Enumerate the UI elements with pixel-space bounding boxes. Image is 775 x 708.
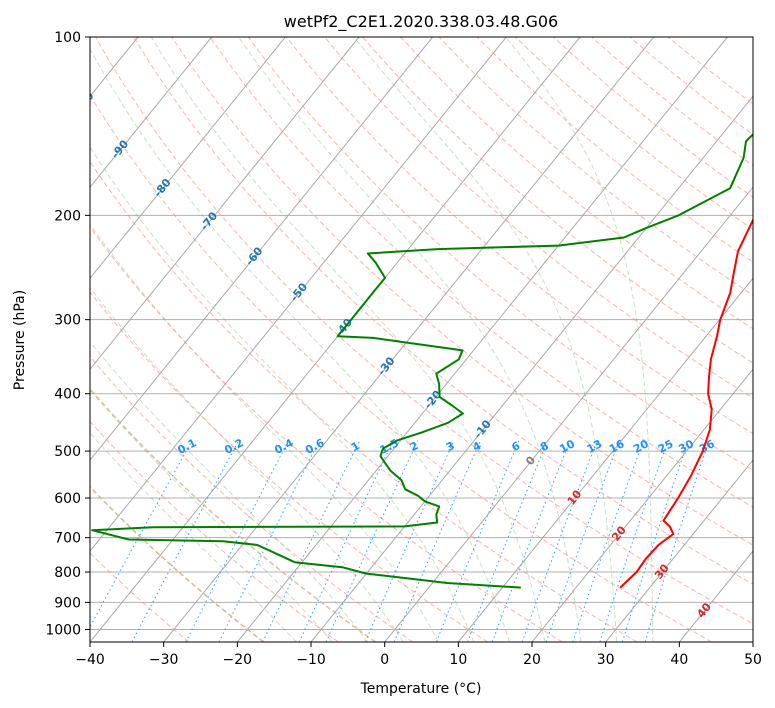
y-tick-label: 200 bbox=[54, 208, 81, 224]
isotherm-line bbox=[90, 37, 360, 370]
y-tick-label: 400 bbox=[54, 387, 81, 403]
x-tick-label: −20 bbox=[223, 652, 253, 668]
dry-adiabat-line bbox=[209, 37, 753, 508]
mixing-ratio-line bbox=[262, 440, 361, 642]
chart-title: wetPf2_C2E1.2020.338.03.48.G06 bbox=[284, 12, 558, 32]
y-tick-label: 700 bbox=[54, 531, 81, 547]
isotherm-line bbox=[531, 368, 753, 642]
isotherm-line bbox=[457, 277, 753, 642]
mixing-ratio-line bbox=[435, 440, 520, 642]
moist-adiabat-line bbox=[90, 432, 297, 642]
y-tick-label: 900 bbox=[54, 595, 81, 611]
mixing-ratio-label: 13 bbox=[585, 437, 605, 456]
isotherm-line bbox=[90, 37, 507, 552]
moist-adiabat-line bbox=[90, 286, 404, 642]
temperature-profile-line bbox=[619, 217, 753, 589]
moist-adiabat-line bbox=[505, 37, 654, 642]
moist-adiabat-line bbox=[90, 341, 369, 642]
mixing-ratio-label: 20 bbox=[631, 437, 651, 456]
isotherm-line bbox=[163, 37, 655, 642]
x-tick-label: 10 bbox=[449, 652, 467, 668]
moist-adiabat-line bbox=[238, 37, 582, 642]
mixing-ratio-line bbox=[90, 440, 193, 628]
mixing-ratio-line bbox=[185, 440, 289, 642]
x-axis: −40 −30 −20 −10 0 10 20 30 40 50 bbox=[75, 642, 762, 668]
x-tick-label: 0 bbox=[380, 652, 389, 668]
isotherm-line bbox=[90, 37, 286, 280]
dry-adiabat-line bbox=[90, 291, 488, 642]
mixing-ratio-label: 10 bbox=[557, 437, 577, 456]
y-tick-label: 800 bbox=[54, 565, 81, 581]
plot-frame bbox=[89, 36, 754, 643]
y-axis: 100 200 300 400 500 600 700 800 900 1000 bbox=[45, 30, 90, 638]
mixing-ratio-line bbox=[218, 440, 320, 642]
moist-adiabat-line bbox=[150, 37, 546, 642]
x-tick-label: 40 bbox=[670, 652, 688, 668]
isotherm-line bbox=[384, 186, 753, 642]
moist-adiabat-line bbox=[90, 47, 510, 642]
moist-adiabat-line bbox=[353, 37, 618, 642]
moist-adiabats bbox=[90, 37, 654, 642]
x-tick-label: −10 bbox=[296, 652, 326, 668]
mixing-ratio-line bbox=[621, 440, 689, 642]
moist-adiabat-line bbox=[90, 389, 333, 642]
isotherm-line bbox=[310, 95, 753, 642]
y-axis-title: Pressure (hPa) bbox=[12, 290, 28, 390]
dry-adiabat-line bbox=[133, 37, 753, 585]
isotherm-line bbox=[90, 37, 213, 189]
mixing-ratio-line bbox=[521, 440, 598, 642]
y-tick-label: 1000 bbox=[45, 622, 81, 638]
dry-adiabat-line bbox=[90, 420, 339, 642]
mixing-ratio-line bbox=[599, 440, 669, 642]
x-tick-label: −30 bbox=[149, 652, 179, 668]
plot-area: -100-90-80-70-60-50-40-30-20-10010203040… bbox=[90, 37, 753, 642]
x-tick-label: 50 bbox=[744, 652, 762, 668]
dry-adiabat-line bbox=[95, 37, 753, 625]
dry-adiabat-line bbox=[324, 37, 753, 399]
mixing-ratio-line bbox=[644, 440, 710, 642]
dry-adiabat-line bbox=[362, 37, 753, 364]
mixing-ratio-lines bbox=[90, 440, 710, 642]
dry-adiabat-line bbox=[90, 160, 638, 642]
dry-adiabat-line bbox=[247, 37, 753, 471]
isotherm-line bbox=[605, 459, 753, 642]
y-tick-label: 600 bbox=[54, 491, 81, 507]
dry-adiabat-line bbox=[90, 94, 712, 642]
profile-series bbox=[91, 132, 753, 589]
mixing-ratio-label: 25 bbox=[656, 437, 676, 456]
isotherm-line bbox=[236, 37, 728, 642]
mixing-ratio-labels: 0.1 0.2 0.4 0.6 1 1.5 2 3 4 6 8 10 13 16 20 25 30 36 bbox=[175, 436, 717, 457]
dry-adiabat-line bbox=[90, 552, 190, 642]
moist-adiabat-line bbox=[90, 223, 439, 642]
x-axis-title: Temperature (°C) bbox=[360, 681, 482, 697]
y-tick-label: 300 bbox=[54, 313, 81, 329]
x-tick-label: 30 bbox=[597, 652, 615, 668]
mixing-ratio-line bbox=[545, 440, 620, 642]
dewpoint-profile-line bbox=[91, 132, 753, 589]
mixing-ratio-label: 30 bbox=[676, 437, 696, 456]
y-tick-label: 100 bbox=[54, 30, 81, 46]
x-tick-label: 20 bbox=[523, 652, 541, 668]
mixing-ratio-line bbox=[572, 440, 644, 642]
dry-adiabat-line bbox=[90, 226, 563, 642]
mixing-ratio-label: 16 bbox=[607, 437, 627, 456]
x-tick-label: −40 bbox=[75, 652, 105, 668]
isotherm-line bbox=[90, 37, 434, 461]
y-tick-label: 500 bbox=[54, 444, 81, 460]
mixing-ratio-line bbox=[131, 440, 240, 642]
